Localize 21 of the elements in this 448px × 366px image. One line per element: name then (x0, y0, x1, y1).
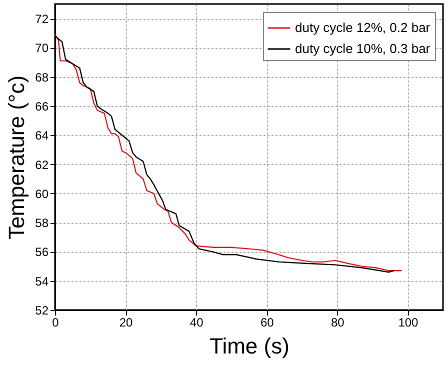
y-tick-label: 58 (35, 216, 49, 230)
y-tick-label: 64 (35, 128, 49, 143)
y-tick-label: 72 (35, 12, 49, 26)
y-tick-label: 66 (35, 100, 49, 114)
x-tick-label: 80 (331, 316, 345, 330)
y-tick-label: 54 (35, 274, 49, 288)
x-tick-label: 100 (398, 316, 419, 330)
x-tick-label: 60 (260, 316, 274, 330)
y-tick-label: 70 (35, 41, 49, 56)
x-axis-title: Time (s) (210, 334, 290, 358)
y-tick-label: 52 (35, 304, 49, 318)
y-tick-label: 56 (35, 245, 49, 260)
x-tick-label: 40 (190, 316, 204, 330)
x-tick-label: 20 (119, 316, 134, 330)
y-axis-title: Temperature (°c) (4, 75, 30, 240)
legend-label: duty cycle 12%, 0.2 bar (295, 20, 431, 35)
y-tick-label: 68 (35, 70, 49, 84)
legend-label: duty cycle 10%, 0.3 bar (295, 41, 431, 56)
y-tick-label: 62 (35, 158, 49, 172)
x-tick-label: 0 (52, 316, 60, 330)
y-tick-label: 60 (35, 186, 49, 201)
